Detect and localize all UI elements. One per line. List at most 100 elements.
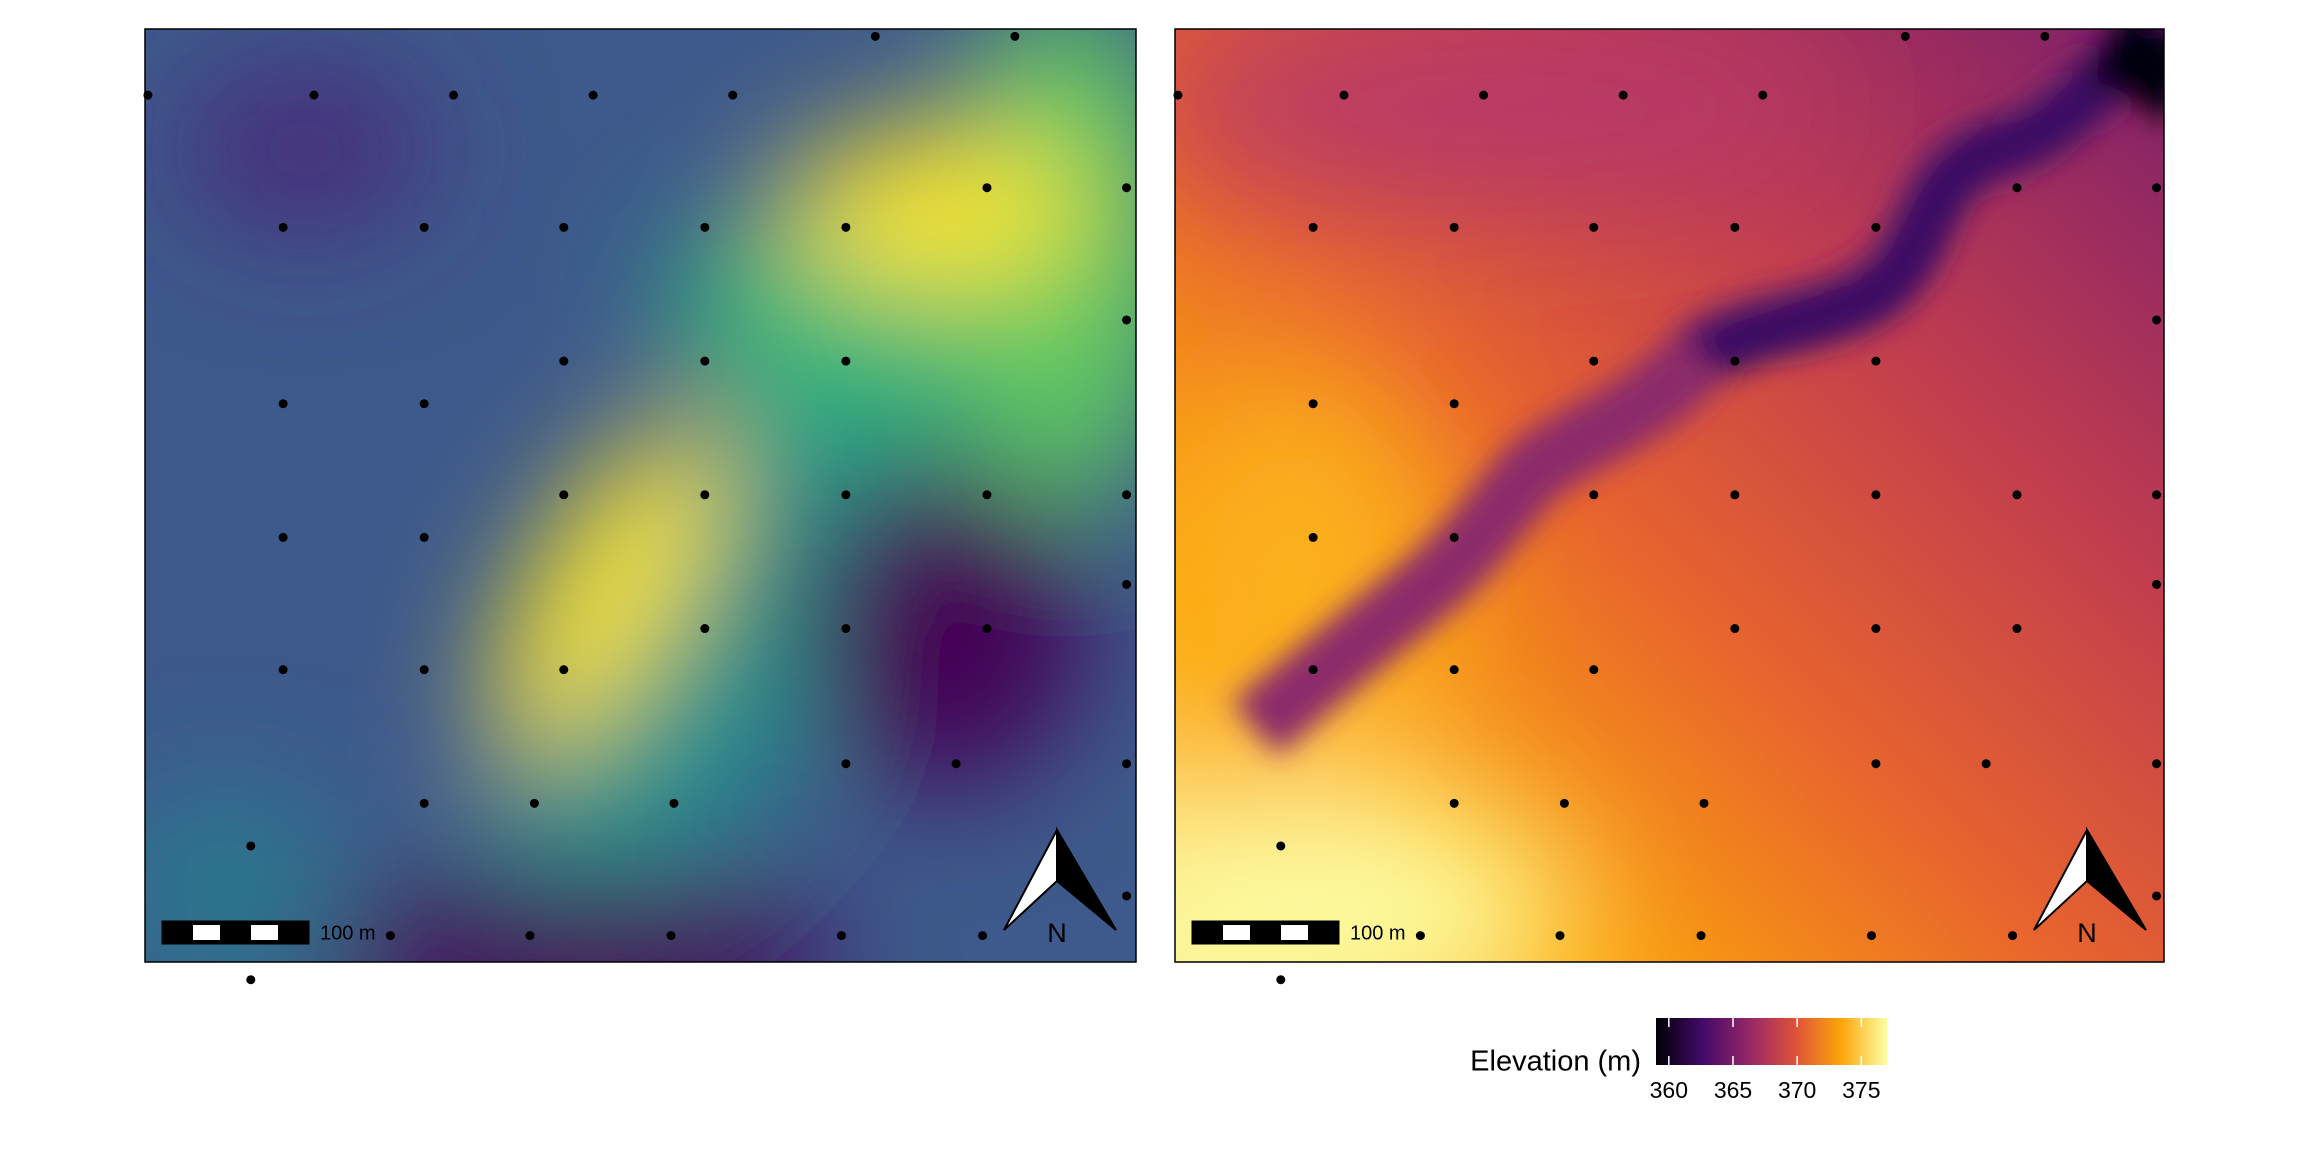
sample-point [2152,315,2162,325]
sample-point [982,490,992,500]
panel-border [144,28,1137,963]
sample-point [1699,798,1709,808]
sample-point [841,222,851,232]
sample-point [1758,90,1768,100]
sample-point [559,222,569,232]
scale-bar-label: 100 m [1350,922,1406,944]
sample-point [1871,490,1881,500]
colorbar-tick-label: 360 [1650,1077,1688,1103]
sample-point [2008,931,2018,941]
sample-point [1871,222,1881,232]
sample-point [1308,665,1318,675]
sample-point [978,931,988,941]
sample-point [1122,891,1132,901]
overlay: 100 m N [1173,31,2162,985]
sample-point [529,798,539,808]
sample-point [525,931,535,941]
sample-point [836,931,846,941]
sample-point [419,222,429,232]
sample-point [278,399,288,409]
sample-point [449,90,459,100]
sample-point [309,90,319,100]
sample-point [143,90,153,100]
sample-point [1730,356,1740,366]
sample-point [669,798,679,808]
sample-point [385,931,395,941]
sample-point [951,759,961,769]
sample-point [1173,90,1183,100]
scale-bar-segment [249,923,280,942]
sample-point [1308,399,1318,409]
sample-point [2152,490,2162,500]
sample-point [2152,183,2162,193]
sample-point [2040,31,2050,41]
scale-bar-label: 100 m [320,922,376,944]
sample-point [1981,759,1991,769]
colorbar-tick-label: 365 [1714,1077,1752,1103]
sample-point [588,90,598,100]
sample-point [1122,759,1132,769]
scale-bar-segment [1192,923,1223,942]
sample-point [278,532,288,542]
sample-point [2012,624,2022,634]
sample-point [559,665,569,675]
sample-point [1308,532,1318,542]
scale-bar-segment [162,923,193,942]
scale-bar-segment [278,923,309,942]
sample-point [1900,31,1910,41]
sample-point [841,356,851,366]
sample-point [841,624,851,634]
sample-point [559,356,569,366]
sample-point [1308,222,1318,232]
sample-point [1589,665,1599,675]
sample-point [419,798,429,808]
scale-bar-segment [1250,923,1281,942]
sample-point [419,532,429,542]
sample-point [1276,975,1286,985]
sample-point [982,183,992,193]
scale-bar-segment [191,923,222,942]
sample-point [1871,624,1881,634]
sample-point [419,665,429,675]
colorbar-tick-label: 370 [1778,1077,1816,1103]
sample-point [2012,183,2022,193]
sample-point [419,399,429,409]
sample-point [1589,490,1599,500]
sample-point [1730,624,1740,634]
sample-point [1866,931,1876,941]
sample-point [1730,222,1740,232]
right-map: 100 m N [1173,28,2165,985]
sample-point [1449,798,1459,808]
sample-point [982,624,992,634]
panel-border [1174,28,2165,963]
sample-point [1449,222,1459,232]
sample-point [1589,356,1599,366]
sample-point [841,490,851,500]
overlay: 100 m N [143,31,1132,985]
north-label: N [2077,918,2097,948]
sample-point [1730,490,1740,500]
sample-point [841,759,851,769]
sample-point [559,490,569,500]
sample-point [1696,931,1706,941]
sample-point [1449,665,1459,675]
sample-point [1555,931,1565,941]
sample-point [1415,931,1425,941]
sample-point [1559,798,1569,808]
sample-point [666,931,676,941]
scale-bar-frame [161,920,310,945]
left-map: 100 m N [143,28,1137,985]
sample-point [2012,490,2022,500]
scale-bar-segment [1308,923,1339,942]
sample-point [2152,891,2162,901]
scale-bar-segment [1279,923,1310,942]
sample-point [700,490,710,500]
sample-point [1122,579,1132,589]
scale-bar-segment [220,923,251,942]
sample-point [278,222,288,232]
colorbar-tick-label: 375 [1842,1077,1880,1103]
legend: Elevation (m) 360 365 370 375 [1470,1018,1887,1103]
sample-point [1589,222,1599,232]
sample-point [1276,841,1286,851]
